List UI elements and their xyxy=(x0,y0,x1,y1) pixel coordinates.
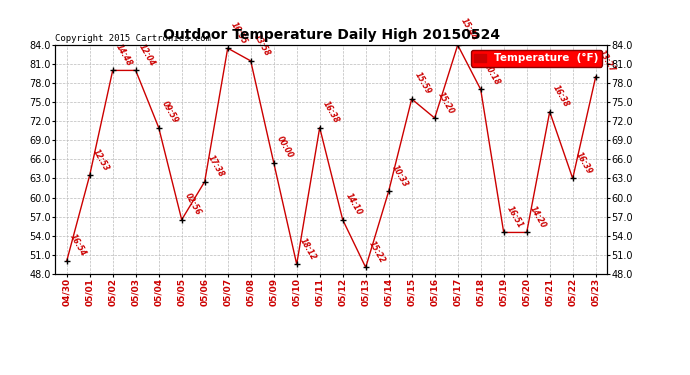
Text: 16:55: 16:55 xyxy=(229,20,249,45)
Text: 10:33: 10:33 xyxy=(390,163,410,188)
Text: 16:51: 16:51 xyxy=(505,204,525,230)
Text: 14:20: 14:20 xyxy=(528,204,548,230)
Text: 02:56: 02:56 xyxy=(183,192,203,217)
Text: 10:18: 10:18 xyxy=(482,62,502,87)
Text: Copyright 2015 Cartronics.com: Copyright 2015 Cartronics.com xyxy=(55,34,211,43)
Text: 13:58: 13:58 xyxy=(252,33,272,58)
Text: 15:22: 15:22 xyxy=(367,239,387,265)
Text: 18:12: 18:12 xyxy=(298,236,318,261)
Text: 16:38: 16:38 xyxy=(551,84,571,109)
Text: 17:38: 17:38 xyxy=(206,153,226,179)
Text: 16:54: 16:54 xyxy=(68,233,88,258)
Text: 16:39: 16:39 xyxy=(574,150,594,176)
Text: 14:10: 14:10 xyxy=(344,192,364,217)
Text: 14:48: 14:48 xyxy=(114,42,134,68)
Text: 00:00: 00:00 xyxy=(275,135,295,160)
Text: 15:20: 15:20 xyxy=(436,90,456,115)
Text: 16:38: 16:38 xyxy=(321,99,341,125)
Legend: Temperature  (°F): Temperature (°F) xyxy=(471,50,602,66)
Title: Outdoor Temperature Daily High 20150524: Outdoor Temperature Daily High 20150524 xyxy=(163,28,500,42)
Text: 09:59: 09:59 xyxy=(160,99,180,125)
Text: 12:53: 12:53 xyxy=(91,147,111,172)
Text: 12:04: 12:04 xyxy=(137,42,157,68)
Text: 15:59: 15:59 xyxy=(413,71,433,96)
Text: 13:27: 13:27 xyxy=(597,49,617,74)
Text: 15:44: 15:44 xyxy=(459,17,479,42)
